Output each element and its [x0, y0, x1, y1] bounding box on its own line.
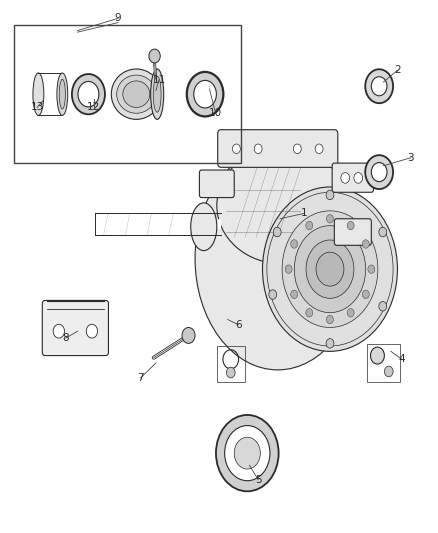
- Circle shape: [53, 324, 64, 338]
- FancyBboxPatch shape: [42, 301, 109, 356]
- Text: 9: 9: [115, 13, 121, 23]
- Circle shape: [347, 221, 354, 230]
- Circle shape: [306, 240, 354, 298]
- Circle shape: [254, 144, 262, 154]
- Circle shape: [365, 69, 393, 103]
- FancyBboxPatch shape: [199, 170, 234, 198]
- Circle shape: [262, 187, 397, 351]
- Text: 10: 10: [209, 108, 222, 118]
- Circle shape: [306, 309, 313, 317]
- Circle shape: [315, 144, 323, 154]
- Circle shape: [273, 227, 281, 237]
- Ellipse shape: [191, 203, 217, 251]
- Ellipse shape: [59, 79, 65, 109]
- Circle shape: [347, 309, 354, 317]
- Text: 2: 2: [394, 66, 401, 75]
- Circle shape: [285, 265, 292, 273]
- Circle shape: [354, 173, 363, 183]
- Bar: [367, 344, 399, 382]
- Circle shape: [291, 290, 298, 298]
- Circle shape: [379, 302, 387, 311]
- FancyBboxPatch shape: [332, 163, 374, 192]
- Circle shape: [225, 425, 270, 481]
- Bar: [217, 345, 245, 382]
- Circle shape: [368, 265, 375, 273]
- Bar: [14, 25, 241, 163]
- Circle shape: [187, 72, 223, 116]
- Circle shape: [326, 215, 333, 223]
- Circle shape: [194, 80, 216, 108]
- Circle shape: [72, 74, 105, 114]
- Circle shape: [226, 367, 235, 378]
- Text: 6: 6: [235, 320, 242, 330]
- Circle shape: [385, 366, 393, 377]
- Circle shape: [86, 324, 98, 338]
- Circle shape: [326, 338, 334, 348]
- Circle shape: [365, 155, 393, 189]
- Circle shape: [341, 173, 350, 183]
- Text: 8: 8: [63, 333, 69, 343]
- Circle shape: [234, 437, 260, 469]
- Circle shape: [149, 49, 160, 63]
- Circle shape: [371, 347, 385, 364]
- Circle shape: [316, 252, 344, 286]
- Ellipse shape: [111, 69, 161, 119]
- Text: 4: 4: [399, 354, 405, 364]
- Circle shape: [78, 82, 99, 107]
- Ellipse shape: [33, 73, 44, 115]
- Ellipse shape: [57, 73, 68, 115]
- Circle shape: [362, 240, 369, 248]
- Ellipse shape: [123, 81, 150, 108]
- Circle shape: [216, 415, 279, 491]
- Circle shape: [326, 190, 334, 200]
- Circle shape: [182, 327, 195, 343]
- Circle shape: [269, 290, 277, 300]
- Text: 1: 1: [300, 208, 307, 219]
- Circle shape: [379, 227, 387, 237]
- Ellipse shape: [153, 76, 161, 112]
- FancyBboxPatch shape: [218, 130, 338, 167]
- Circle shape: [294, 225, 366, 313]
- Ellipse shape: [195, 147, 360, 370]
- Text: 11: 11: [152, 75, 166, 85]
- Circle shape: [306, 221, 313, 230]
- Circle shape: [291, 240, 298, 248]
- Text: 13: 13: [31, 102, 44, 112]
- Circle shape: [326, 316, 333, 324]
- FancyBboxPatch shape: [334, 219, 371, 245]
- Circle shape: [293, 144, 301, 154]
- Circle shape: [233, 144, 240, 154]
- Circle shape: [371, 77, 387, 96]
- Ellipse shape: [117, 75, 156, 114]
- Text: 3: 3: [407, 153, 414, 163]
- Text: 5: 5: [255, 475, 261, 484]
- Text: 12: 12: [87, 102, 100, 112]
- Circle shape: [282, 211, 378, 327]
- Ellipse shape: [151, 69, 164, 119]
- Circle shape: [371, 163, 387, 182]
- Text: 7: 7: [138, 373, 144, 383]
- Circle shape: [362, 290, 369, 298]
- Ellipse shape: [217, 147, 347, 264]
